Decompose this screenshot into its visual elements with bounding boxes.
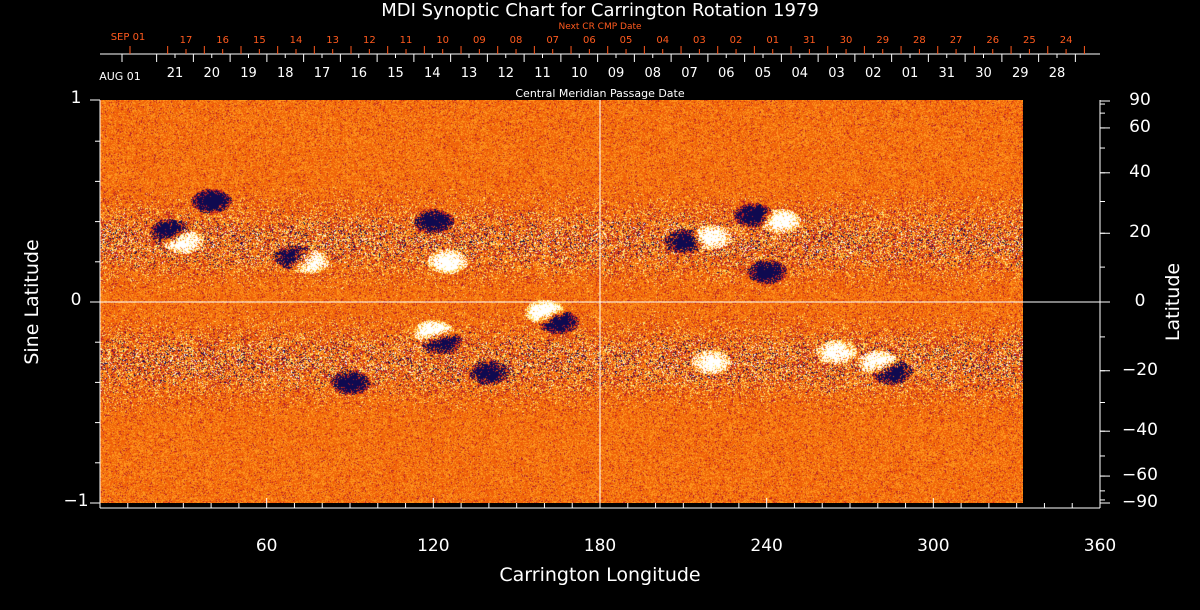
red-date-label: 05 [619,35,633,46]
red-date-label: 28 [913,35,926,46]
white-date-label: 30 [975,66,992,81]
y-tick-label-right: 90 [1129,90,1151,110]
red-date-label: 24 [1059,35,1073,46]
red-date-label: 07 [546,35,560,46]
white-date-label: 17 [313,66,331,81]
x-tick-label: 120 [417,536,450,556]
white-date-label: 05 [754,66,772,81]
red-date-label: 31 [803,35,816,46]
red-date-label: 06 [582,35,596,46]
red-date-label: 29 [876,35,890,46]
x-tick-label: 360 [1083,536,1117,556]
red-date-label: 03 [693,35,706,46]
white-date-label: 21 [166,66,184,81]
white-date-label: 15 [387,66,404,81]
white-axis-label: Central Meridian Passage Date [515,87,685,100]
y-tick-label-left: 1 [70,88,82,108]
white-date-label: 11 [534,66,551,81]
white-axis-first: AUG 01 [99,70,141,83]
white-date-label: 07 [681,66,698,81]
red-date-label: 02 [729,35,743,46]
white-date-label: 06 [717,66,735,81]
y-tick-label-right: −90 [1122,492,1158,512]
x-tick-label: 60 [255,536,278,556]
white-date-label: 08 [644,66,662,81]
y-tick-label-right: 40 [1129,161,1151,182]
red-date-label: 26 [986,35,1000,46]
red-axis-label: Next CR CMP Date [558,22,642,32]
red-date-label: 16 [216,35,230,46]
y-tick-label-left: −1 [63,491,89,511]
white-date-label: 03 [828,66,845,81]
x-axis-label: Carrington Longitude [499,564,701,586]
white-date-label: 28 [1048,66,1066,81]
y-tick-label-right: −40 [1122,420,1158,441]
red-date-label: 13 [326,35,340,46]
white-date-label: 12 [497,66,515,81]
red-date-label: 17 [179,35,193,46]
white-date-label: 18 [276,66,294,81]
red-date-label: 14 [289,35,303,46]
red-date-label: 11 [399,35,413,46]
y-tick-label-right: 60 [1129,116,1151,137]
x-tick-label: 300 [917,536,950,556]
white-date-label: 31 [938,66,956,81]
red-date-label: 15 [252,35,266,46]
x-tick-label: 180 [583,536,617,556]
red-date-label: 08 [509,35,523,46]
white-date-label: 19 [240,66,257,81]
red-date-label: 27 [949,35,963,46]
white-date-label: 14 [423,66,441,81]
white-date-label: 20 [203,66,221,81]
white-date-label: 13 [460,66,478,81]
chart-title: MDI Synoptic Chart for Carrington Rotati… [381,0,819,21]
y-axis-label-right: Latitude [1162,262,1184,342]
red-date-label: 01 [766,35,780,46]
red-date-label: 10 [436,35,450,46]
white-date-label: 04 [791,66,809,81]
y-tick-label-right: 0 [1134,291,1146,311]
white-date-label: 09 [607,66,625,81]
white-date-label: 29 [1011,66,1029,81]
white-date-label: 01 [901,66,919,81]
red-date-label: 30 [839,35,853,46]
red-date-label: 12 [362,35,376,46]
y-axis-label-left: Sine Latitude [21,239,43,365]
y-tick-label-right: 20 [1129,222,1151,243]
red-axis-first: SEP 01 [110,32,146,43]
red-date-label: 09 [472,35,486,46]
red-date-label: 04 [656,35,670,46]
white-date-label: 16 [350,66,368,81]
y-tick-label-left: 0 [70,290,82,310]
y-tick-label-right: −60 [1122,465,1158,486]
white-date-label: 02 [864,66,882,81]
x-tick-label: 240 [750,536,783,556]
white-date-label: 10 [570,66,588,81]
red-date-label: 25 [1023,35,1036,46]
y-tick-label-right: −20 [1122,359,1158,380]
